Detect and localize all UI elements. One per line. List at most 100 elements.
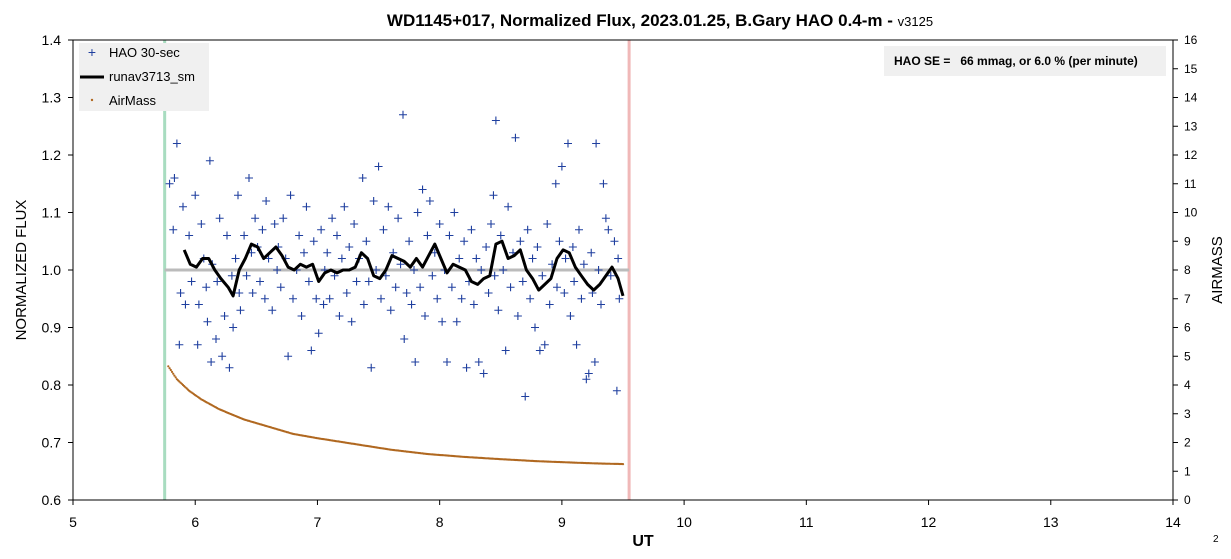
flux-point-104 <box>410 266 418 274</box>
y2-tick-label-8: 8 <box>1184 263 1191 277</box>
flux-point-160 <box>543 220 552 228</box>
flux-point-60 <box>304 277 313 286</box>
flux-point-82 <box>358 174 367 182</box>
x-tick-label-10: 10 <box>676 514 692 530</box>
flux-point-147 <box>511 133 520 142</box>
flux-point-56 <box>295 231 304 240</box>
flux-point-170 <box>566 312 575 320</box>
y-axis-ticks: 0.6 0.7 0.8 0.9 1.0 1.1 1.2 1.3 1.4 <box>42 32 73 508</box>
y2-tick-label-16: 16 <box>1184 33 1198 47</box>
flux-point-182 <box>592 139 601 148</box>
airmass-dot-5 <box>173 374 176 377</box>
flux-point-37 <box>248 289 257 297</box>
flux-point-177 <box>582 375 591 384</box>
airmass-dot-2 <box>169 368 172 372</box>
flux-point-86 <box>367 363 376 372</box>
flux-point-47 <box>273 266 282 274</box>
flux-point-183 <box>594 266 603 274</box>
flux-point-135 <box>484 289 493 297</box>
flux-point-73 <box>335 312 344 320</box>
y-tick-label-1.2: 1.2 <box>42 147 62 163</box>
flux-point-83 <box>359 300 368 309</box>
flux-point-138 <box>490 271 499 280</box>
flux-point-111 <box>425 197 434 205</box>
flux-point-168 <box>561 254 570 263</box>
flux-point-52 <box>284 352 293 361</box>
airmass-dot-372 <box>621 463 625 466</box>
flux-point-176 <box>579 260 588 269</box>
flux-point-155 <box>531 323 539 332</box>
corner-label: 2 <box>1213 534 1219 545</box>
flux-point-23 <box>218 352 227 361</box>
flux-point-121 <box>450 208 459 217</box>
flux-point-32 <box>236 306 245 315</box>
flux-point-65 <box>317 225 326 234</box>
airmass-dot-0 <box>167 365 170 368</box>
flux-point-68 <box>323 248 332 257</box>
flux-point-103 <box>407 300 416 309</box>
flux-point-91 <box>379 225 388 234</box>
flux-point-114 <box>433 294 442 303</box>
flux-point-175 <box>577 294 586 303</box>
flux-point-106 <box>413 208 422 217</box>
airmass-dot-6 <box>174 376 177 379</box>
flux-point-59 <box>302 202 311 211</box>
flux-point-118 <box>443 358 451 366</box>
flux-point-77 <box>345 243 354 251</box>
flux-point-166 <box>557 162 566 171</box>
flux-point-165 <box>555 237 564 246</box>
flux-point-120 <box>447 283 456 292</box>
flux-point-49 <box>276 283 285 292</box>
flux-point-34 <box>242 271 251 280</box>
flux-point-75 <box>340 202 349 211</box>
flux-point-188 <box>606 271 615 280</box>
flux-point-97 <box>394 214 403 223</box>
flux-point-87 <box>369 197 378 205</box>
y-tick-label-1.3: 1.3 <box>42 90 62 106</box>
flux-point-41 <box>258 225 267 234</box>
x-tick-label-6: 6 <box>191 514 199 530</box>
y2-tick-label-13: 13 <box>1184 119 1198 133</box>
flux-point-8 <box>185 231 194 240</box>
flux-point-110 <box>423 231 432 240</box>
flux-point-105 <box>411 358 420 366</box>
flux-point-109 <box>421 312 429 320</box>
flux-point-157 <box>535 346 544 355</box>
flux-point-191 <box>614 254 623 263</box>
flux-point-21 <box>213 277 222 286</box>
y2-tick-label-2: 2 <box>1184 436 1191 450</box>
x-axis-ticks: 5 6 7 8 9 10 11 12 13 14 <box>69 500 1181 530</box>
flux-point-101 <box>402 289 411 297</box>
y-axis-label: NORMALIZED FLUX <box>13 200 30 341</box>
flux-point-142 <box>499 266 508 274</box>
flux-point-181 <box>590 358 599 366</box>
y2-tick-label-10: 10 <box>1184 206 1198 220</box>
flux-point-96 <box>391 283 400 292</box>
flux-point-186 <box>601 214 610 223</box>
flux-point-5 <box>176 289 185 297</box>
flux-point-27 <box>227 271 236 280</box>
flux-point-184 <box>597 300 605 309</box>
flux-point-124 <box>457 294 466 303</box>
flux-point-128 <box>467 225 476 234</box>
flux-point-22 <box>215 214 224 223</box>
flux-point-163 <box>551 179 560 188</box>
flux-point-122 <box>452 317 461 326</box>
flux-point-31 <box>235 289 244 297</box>
flux-point-133 <box>479 369 488 378</box>
legend-marker-hao: + <box>88 44 96 60</box>
flux-point-178 <box>584 369 593 378</box>
y-tick-label-0.9: 0.9 <box>42 320 62 336</box>
flux-point-143 <box>501 346 510 355</box>
flux-point-58 <box>300 248 308 257</box>
flux-point-13 <box>197 220 206 228</box>
y-tick-label-1.0: 1.0 <box>42 262 62 278</box>
chart-title-version: v3125 <box>898 14 933 29</box>
flux-point-164 <box>553 283 561 292</box>
flux-point-126 <box>462 363 471 372</box>
flux-point-141 <box>496 231 505 240</box>
flux-point-72 <box>333 231 341 240</box>
flux-point-9 <box>187 277 196 286</box>
x-tick-label-12: 12 <box>921 514 937 530</box>
flux-point-18 <box>207 358 216 366</box>
